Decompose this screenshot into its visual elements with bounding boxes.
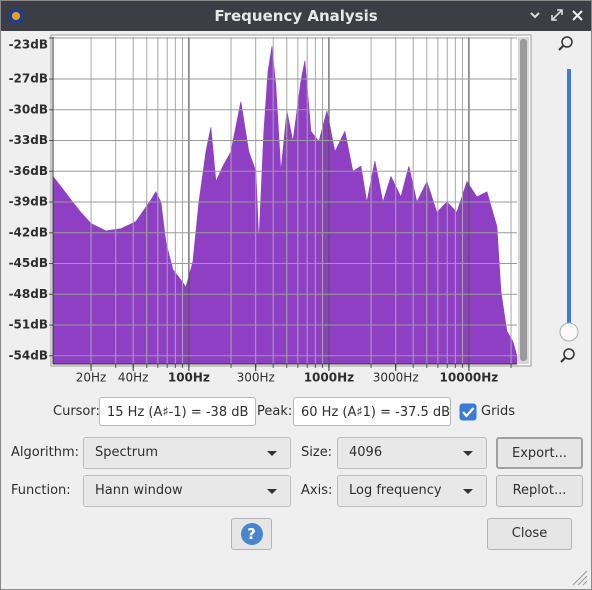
help-button[interactable]: ?	[231, 518, 272, 550]
algorithm-dropdown[interactable]: Spectrum	[83, 437, 291, 469]
cursor-label: Cursor:	[53, 404, 100, 419]
grip-lines	[572, 570, 588, 586]
function-dropdown[interactable]: Hann window	[83, 475, 291, 507]
spectrum-area	[52, 46, 518, 365]
axis-dropdown[interactable]: Log frequency	[337, 475, 487, 507]
zoom-in-handle	[558, 45, 564, 51]
peak-label: Peak:	[257, 404, 293, 419]
y-tick-label: -36dB	[9, 164, 48, 178]
replot-button[interactable]: Replot...	[496, 475, 583, 507]
checkbox-box	[459, 403, 477, 421]
y-tick-label: -51dB	[9, 318, 48, 332]
x-tick-label: 10000Hz	[440, 371, 499, 385]
spectrum-chart: -23dB -27dB -30dB -33dB -36dB -39dB -42dB -45dB…	[9, 34, 579, 385]
zoom-in-icon[interactable]	[561, 36, 573, 48]
grids-label[interactable]: Grids	[481, 404, 516, 419]
zoom-out-icon[interactable]	[563, 348, 575, 360]
help-icon: ?	[240, 523, 263, 545]
checkmark	[462, 407, 475, 418]
x-tick-label: 1000Hz	[304, 371, 354, 385]
y-tick-label: -39dB	[9, 195, 48, 209]
axis-label: Axis:	[301, 483, 333, 498]
y-tick-label: -33dB	[9, 133, 48, 147]
y-tick-label: -23dB	[9, 38, 48, 52]
minimize-icon[interactable]	[530, 12, 540, 19]
close-button[interactable]: Close	[487, 518, 572, 550]
x-tick-label: 300Hz	[237, 371, 275, 385]
algorithm-label: Algorithm:	[11, 445, 80, 460]
size-label: Size:	[301, 445, 333, 460]
x-tick-label: 20Hz	[76, 371, 107, 385]
export-button[interactable]: Export...	[496, 437, 583, 469]
x-tick-label: 100Hz	[168, 371, 210, 385]
zoom-slider[interactable]	[558, 36, 579, 363]
app-icon-inner	[12, 12, 20, 20]
zoom-track	[567, 69, 571, 331]
x-tick-label: 3000Hz	[373, 371, 419, 385]
zoom-thumb[interactable]	[559, 322, 579, 342]
y-tick-label: -27dB	[9, 72, 48, 86]
y-tick-label: -54dB	[9, 348, 48, 362]
y-tick-label: -48dB	[9, 287, 48, 301]
cursor-field[interactable]: 15 Hz (A♯-1) = -38 dB	[99, 397, 256, 426]
resize-grip[interactable]	[571, 569, 589, 587]
close-icon[interactable]	[572, 10, 583, 21]
window-title: Frequency Analysis	[214, 7, 378, 25]
grids-checkbox[interactable]	[459, 403, 477, 421]
y-tick-label: -30dB	[9, 102, 48, 116]
y-tick-label: -45dB	[9, 256, 48, 270]
peak-field[interactable]: 60 Hz (A♯1) = -37.5 dB	[293, 397, 451, 426]
title-bar: Frequency Analysis	[1, 1, 591, 31]
zoom-out-handle	[560, 357, 566, 363]
title-icons	[8, 8, 583, 24]
size-dropdown[interactable]: 4096	[337, 437, 487, 469]
function-label: Function:	[11, 483, 71, 498]
x-tick-label: 40Hz	[118, 371, 149, 385]
y-tick-label: -42dB	[9, 225, 48, 239]
maximize-icon[interactable]	[551, 9, 563, 21]
scroll-thumb[interactable]	[520, 39, 527, 361]
